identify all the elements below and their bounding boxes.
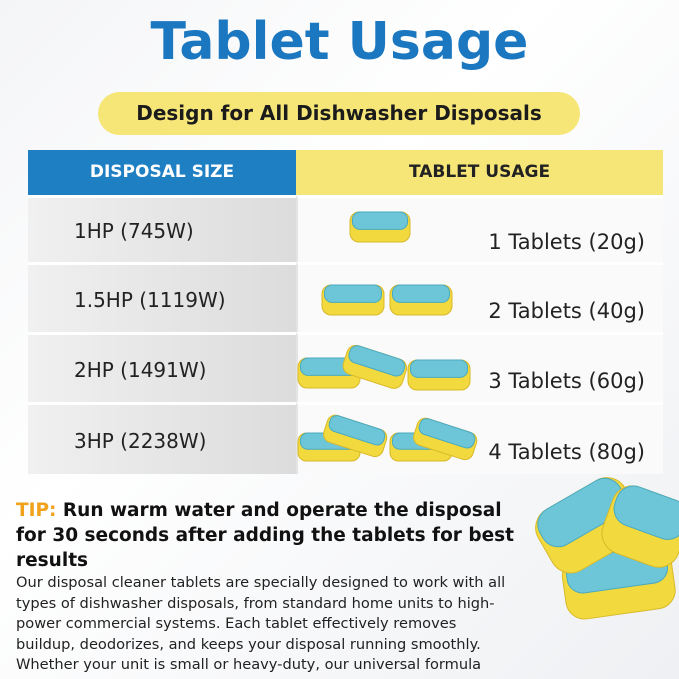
- tablet: [407, 359, 471, 391]
- tablet: [389, 284, 453, 316]
- tablet: [349, 211, 411, 243]
- title: Tablet Usage: [150, 12, 529, 72]
- tip-text: Run warm water and operate the disposal …: [16, 500, 514, 571]
- column-header: TABLET USAGE: [296, 150, 663, 195]
- tip: TIP: Run warm water and operate the disp…: [16, 498, 536, 573]
- description: Our disposal cleaner tablets are special…: [16, 574, 506, 679]
- tablet: [413, 417, 478, 461]
- size-cell: 3HP (2238W): [28, 402, 296, 474]
- size-cell: 1HP (745W): [28, 195, 296, 262]
- column-header: DISPOSAL SIZE: [28, 150, 296, 195]
- tablet: [601, 485, 679, 568]
- tablet: [321, 284, 385, 316]
- subtitle: Design for All Dishwasher Disposals: [98, 92, 580, 135]
- size-cell: 1.5HP (1119W): [28, 262, 296, 332]
- size-cell: 2HP (1491W): [28, 332, 296, 402]
- tablet: [323, 414, 388, 458]
- usage-cell: 1 Tablets (20g): [296, 195, 663, 262]
- tablet: [342, 344, 408, 389]
- tip-label: TIP:: [16, 500, 57, 521]
